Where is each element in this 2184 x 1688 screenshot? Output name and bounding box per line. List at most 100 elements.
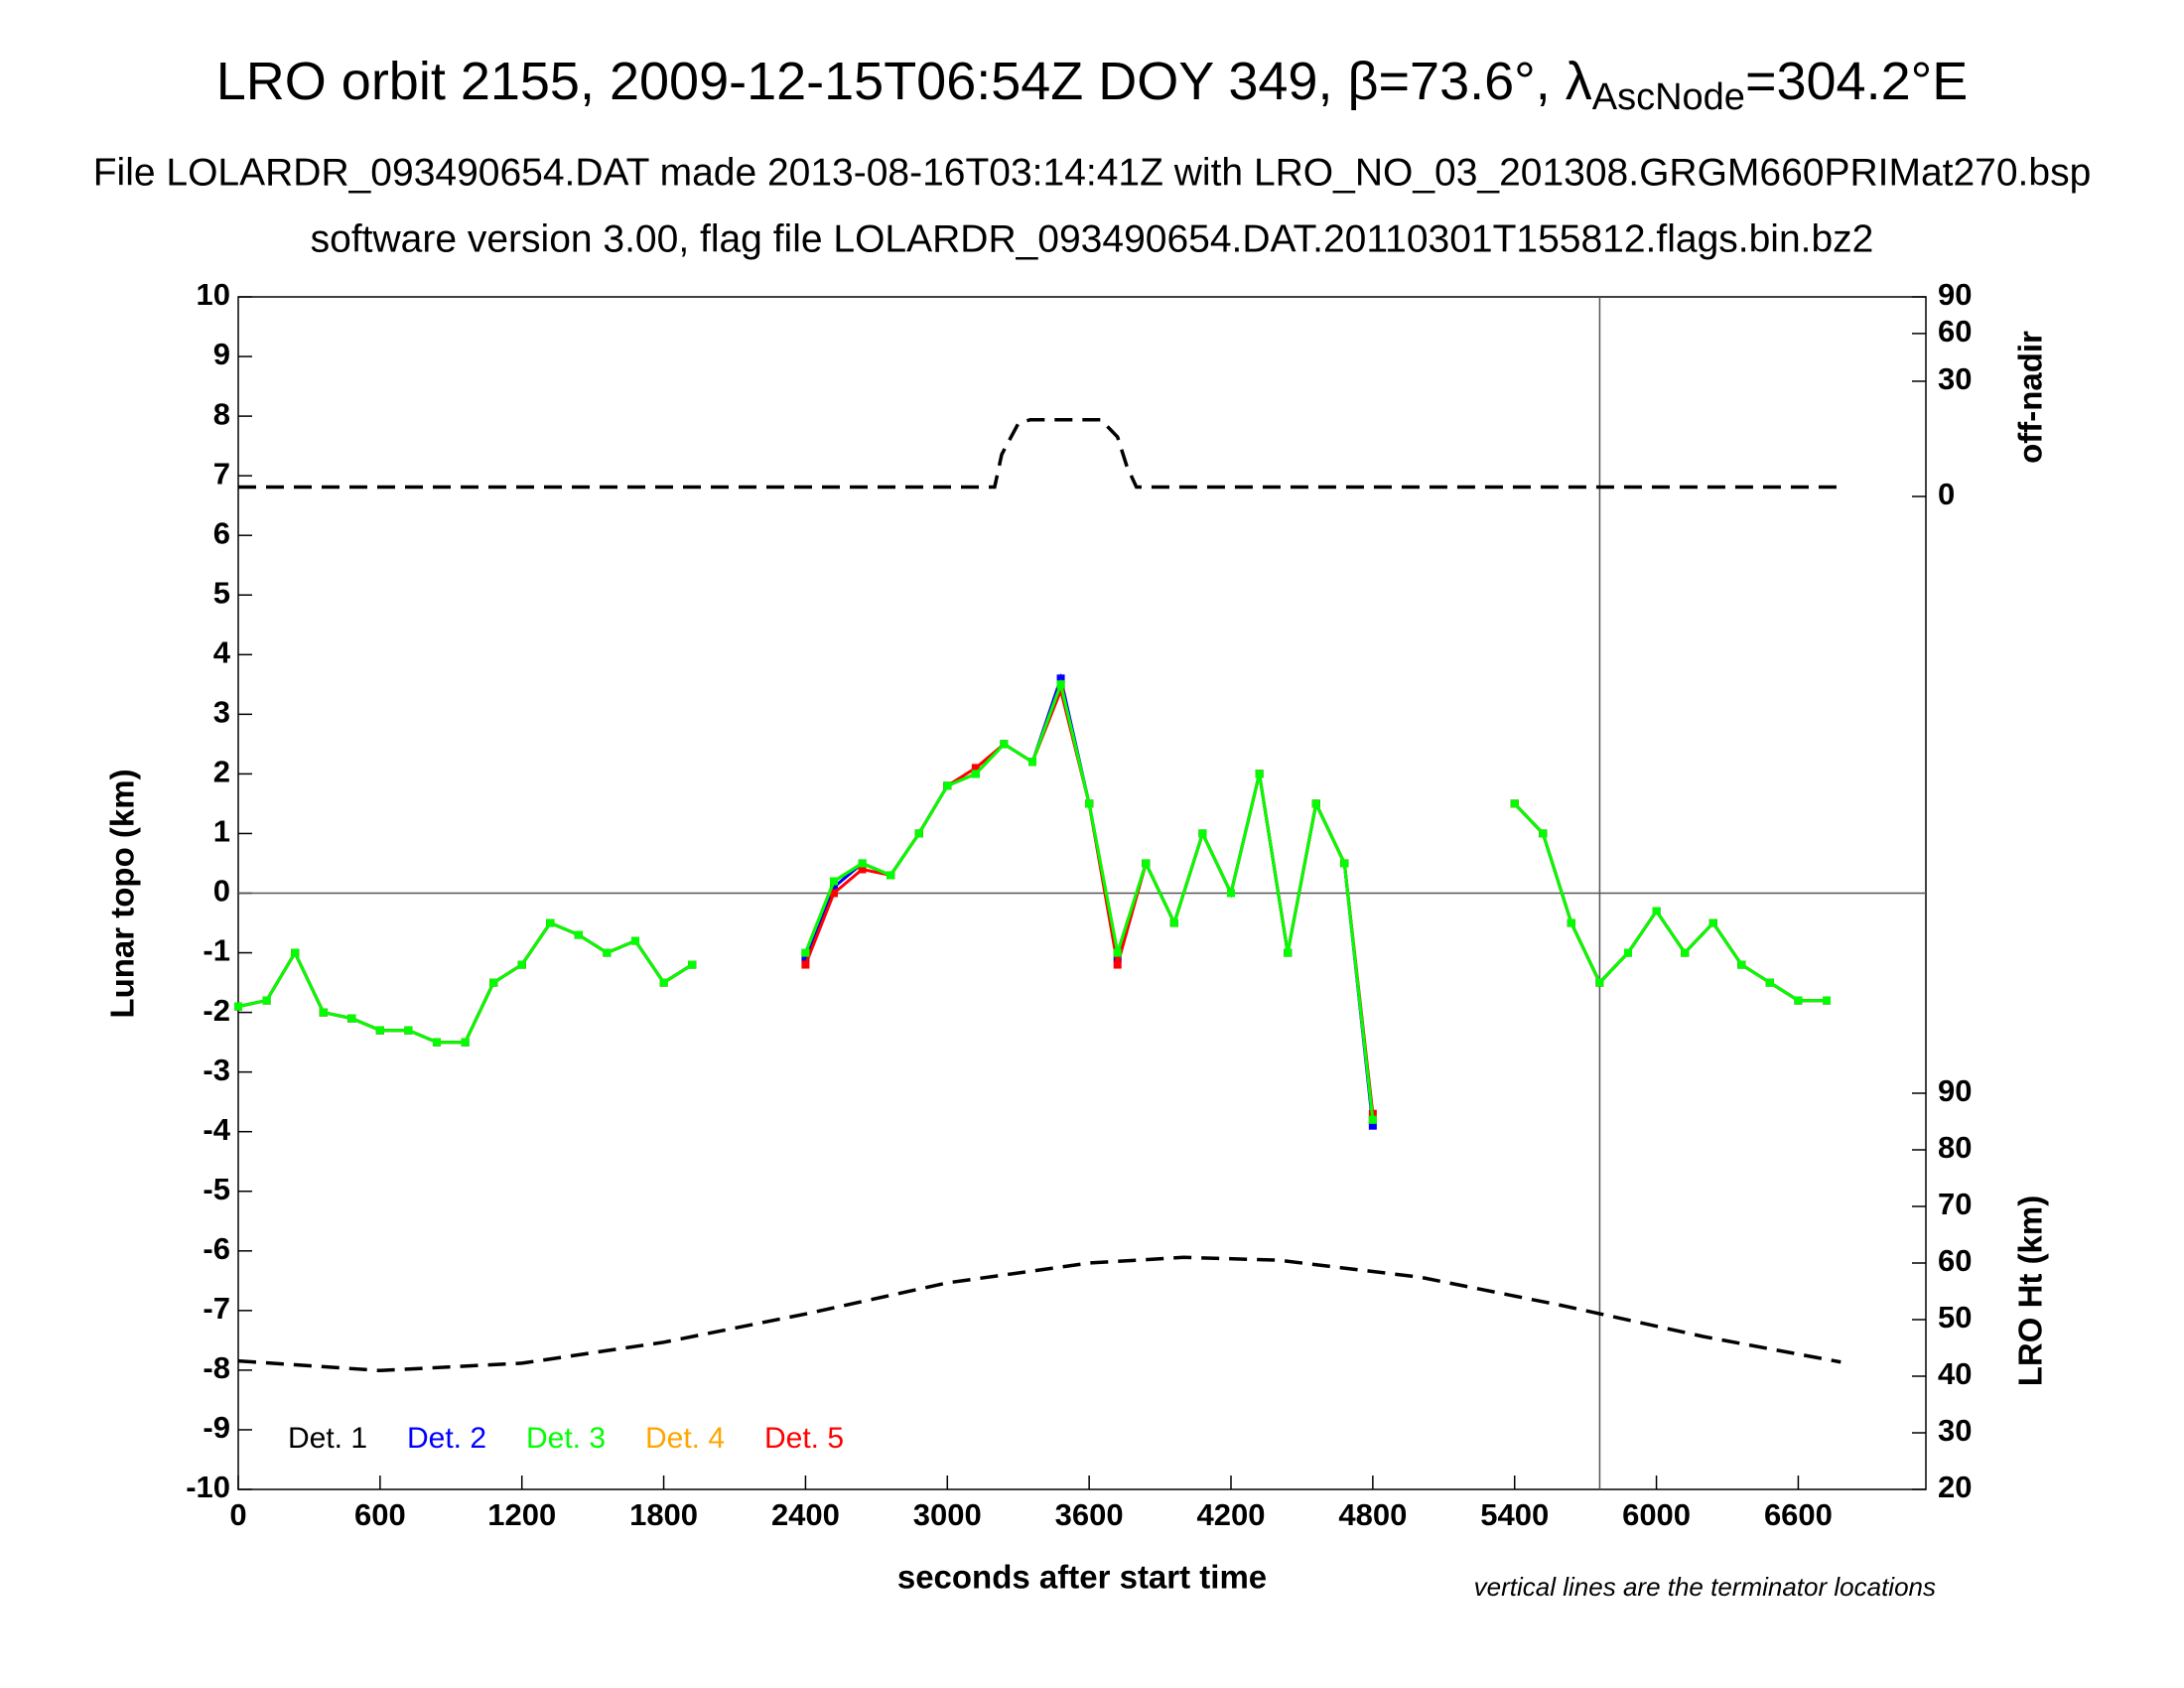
topo-point [830,889,838,898]
x-tick-label: 2400 [771,1497,840,1532]
topo-point [1085,799,1094,808]
x-tick-label: 1800 [629,1497,698,1532]
topo-point [517,960,526,969]
y3-axis-label: LRO Ht (km) [2012,1196,2049,1387]
topo-point [461,1038,470,1047]
x-tick-label: 4800 [1338,1497,1407,1532]
topo-point [1169,918,1178,927]
topo-point [1028,758,1036,767]
topo-trace [237,920,693,1045]
x-tick-label: 0 [229,1497,246,1532]
y-tick-label: 7 [213,456,230,491]
topo-point [319,1008,328,1017]
y-axis-label: Lunar topo (km) [104,769,141,1018]
x-tick-label: 4200 [1197,1497,1266,1532]
topo-point [1539,829,1548,838]
topo-point [433,1038,441,1047]
y3-tick-label: 20 [1938,1470,1972,1504]
legend-entry: Det. 1 [288,1422,367,1455]
topo-point [1227,889,1235,898]
topo-trace [1513,802,1827,1003]
y-tick-label: -5 [203,1172,230,1206]
topo-point [659,978,668,987]
y3-tick-label: 60 [1938,1243,1972,1278]
topo-point [971,770,980,778]
legend-entry: Det. 2 [407,1422,486,1455]
topo-point [1624,948,1632,957]
topo-point [1000,740,1009,749]
topo-point [1368,1121,1377,1130]
topo-trace [804,685,1375,1114]
title-main: LRO orbit 2155, 2009-12-15T06:54Z DOY 34… [216,52,1592,111]
y3-tick-label: 90 [1938,1073,1972,1108]
y-tick-label: -3 [203,1053,230,1087]
topo-point [801,948,810,957]
topo-point [603,948,612,957]
topo-point [830,883,838,892]
topo-point [1681,948,1690,957]
subtitle2: software version 3.00, flag file LOLARDR… [311,217,1874,260]
y-tick-label: -8 [203,1350,230,1385]
chart-title: LRO orbit 2155, 2009-12-15T06:54Z DOY 34… [216,52,1968,118]
y2-tick-label: 30 [1938,361,1972,396]
topo-point [1142,859,1151,868]
y3-tick-label: 50 [1938,1300,1972,1335]
topo-point [1284,948,1293,957]
annotation: vertical lines are the terminator locati… [1474,1572,1936,1602]
topo-trace [804,679,1375,1120]
topo-point [914,829,923,838]
topo-trace [1513,802,1827,1003]
topo-trace [237,920,693,1045]
y-tick-label: -10 [186,1470,230,1504]
y-tick-label: 4 [213,634,231,669]
topo-point [1340,859,1349,868]
x-tick-label: 600 [354,1497,406,1532]
topo-point [1255,770,1264,778]
y-tick-label: -7 [203,1291,230,1326]
x-axis-label: seconds after start time [897,1559,1267,1596]
title-end: =304.2°E [1745,52,1968,111]
y-tick-label: -1 [203,933,230,968]
topo-point [1510,799,1519,808]
y-tick-label: -4 [203,1112,230,1147]
lro-height-line [237,1255,1842,1373]
y-tick-label: -6 [203,1231,230,1266]
topo-trace [237,920,693,1045]
y-tick-label: 10 [197,277,230,312]
x-tick-label: 3600 [1055,1497,1124,1532]
topo-point [1056,674,1065,683]
topo-trace [1513,802,1827,1003]
topo-point [1113,948,1122,957]
topo-point [688,960,697,969]
topo-trace [1513,802,1827,1003]
y-tick-label: 6 [213,515,230,550]
topo-point [858,859,867,868]
topo-point [574,930,583,939]
topo-point [262,996,271,1005]
topo-trace [237,920,693,1045]
topo-point [546,918,555,927]
topo-point [801,954,810,963]
topo-trace [804,679,1375,1120]
y-tick-label: 3 [213,695,230,730]
topo-point [830,877,838,886]
topo-point [1652,907,1661,915]
topo-point [489,978,498,987]
title-subscript: AscNode [1592,76,1745,118]
topo-trace [1513,802,1827,1003]
y-tick-label: 8 [213,396,230,431]
topo-point [1595,978,1604,987]
topo-point [1823,996,1831,1005]
y3-tick-label: 30 [1938,1413,1972,1448]
y-tick-label: -2 [203,993,230,1028]
topo-point [1567,918,1575,927]
topo-point [1056,680,1065,689]
legend-entry: Det. 5 [764,1422,844,1455]
x-tick-label: 6000 [1622,1497,1691,1532]
topo-point [801,960,810,969]
topo-point [1368,1115,1377,1124]
y3-tick-label: 70 [1938,1187,1972,1221]
y3-tick-label: 80 [1938,1130,1972,1165]
y2-tick-label: 0 [1938,477,1955,511]
x-tick-label: 5400 [1480,1497,1549,1532]
